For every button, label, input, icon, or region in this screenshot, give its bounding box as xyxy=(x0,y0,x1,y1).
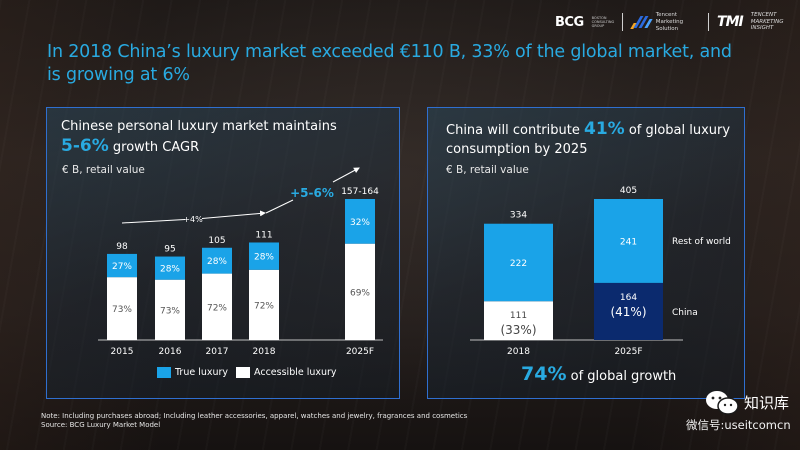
x-tick-label: 2018 xyxy=(253,347,276,357)
share-highlight: 41% xyxy=(583,119,625,139)
watermark-id: 微信号:useitcomcn xyxy=(686,418,791,432)
right-heading-pre: China will contribute xyxy=(446,123,584,138)
footnote-note: Note: Including purchases abroad; Includ… xyxy=(41,412,468,420)
accessible-luxury-share-label: 72% xyxy=(254,301,274,311)
tmi-logo: TMI xyxy=(717,14,744,30)
cagr-highlight: 5-6% xyxy=(61,136,109,156)
china-share-label: (33%) xyxy=(500,323,536,337)
growth-value: 74% xyxy=(521,363,567,385)
tencent-line2: Marketing Solution xyxy=(655,18,684,32)
x-tick-label: 2018 xyxy=(507,347,530,357)
bar-total-label: 105 xyxy=(208,236,225,246)
china-share-label: (41%) xyxy=(610,305,646,319)
legend-label-accessible-luxury: Accessible luxury xyxy=(254,367,337,378)
logo-divider xyxy=(621,13,623,31)
true-luxury-share-label: 28% xyxy=(254,253,274,263)
bar-total-label: 405 xyxy=(620,186,637,196)
footnote-source: Source: BCG Luxury Market Model xyxy=(41,421,161,429)
accessible-luxury-share-label: 73% xyxy=(160,306,180,316)
bcg-logo: BCG xyxy=(555,14,584,30)
right-chart-panel xyxy=(427,107,745,399)
trend-label-4pct: +4% xyxy=(183,215,203,224)
trend-arrow-5-6pct xyxy=(332,167,360,183)
wechat-icon xyxy=(706,391,739,415)
bar-true-luxury xyxy=(107,253,137,278)
bar-accessible-luxury xyxy=(345,243,375,340)
watermark-title: 知识库 xyxy=(744,394,790,412)
rest-of-world-value-label: 222 xyxy=(510,259,527,269)
trend-label-5-6pct: +5-6% xyxy=(290,186,334,200)
bar-true-luxury xyxy=(249,242,279,270)
accessible-luxury-share-label: 72% xyxy=(207,303,227,313)
bcg-logo-subtitle: BOSTON CONSULTING GROUP xyxy=(591,16,615,28)
x-tick-label: 2016 xyxy=(159,347,182,357)
rest-of-world-value-label: 241 xyxy=(620,237,637,247)
tmi-logo-text: TENCENT MARKETING INSIGHT xyxy=(751,12,800,32)
trend-line-4pct-a xyxy=(121,219,186,224)
china-value-label: 111 xyxy=(510,311,527,321)
left-stacked-bar-chart: 27% 73% 98 2015 28% 73% 95 2016 28% 72% 105 2017 28%… xyxy=(98,167,383,357)
true-luxury-share-label: 27% xyxy=(112,262,132,272)
x-tick-label: 2015 xyxy=(111,347,134,357)
bar-total-label: 98 xyxy=(116,242,128,252)
series-label-china: China xyxy=(672,308,698,318)
right-heading-line2: consumption by 2025 xyxy=(446,142,588,157)
accessible-luxury-share-label: 69% xyxy=(350,288,370,298)
growth-text: of global growth xyxy=(566,369,677,384)
tencent-line1: Tencent xyxy=(655,11,678,18)
true-luxury-share-label: 28% xyxy=(160,265,180,275)
trend-arrow-4pct xyxy=(201,210,266,219)
bar-rest-of-world xyxy=(594,199,663,283)
right-unit-label: € B, retail value xyxy=(446,164,529,176)
trend-line-5-6pct-a xyxy=(265,199,294,214)
x-tick-label: 2017 xyxy=(206,347,229,357)
right-stacked-bar-chart: 222 111 (33%) 334 2018 241 164 (41%) 405 2025F Res… xyxy=(470,186,731,357)
bar-total-label: 95 xyxy=(164,245,175,255)
accessible-luxury-share-label: 73% xyxy=(112,305,132,315)
bar-total-label: 157-164 xyxy=(341,187,379,197)
right-panel-heading: China will contribute 41% of global luxu… xyxy=(446,120,730,159)
series-label-rest-of-world: Rest of world xyxy=(672,237,731,247)
legend-swatch-accessible-luxury xyxy=(236,367,251,378)
slide-title: In 2018 China’s luxury market exceeded €… xyxy=(47,42,732,85)
x-tick-label: 2025F xyxy=(346,347,374,357)
logo-divider xyxy=(708,13,710,31)
footnote: Note: Including purchases abroad; Includ… xyxy=(41,412,467,430)
true-luxury-share-label: 32% xyxy=(350,218,370,228)
partner-logos: BCG BOSTON CONSULTING GROUP Tencent Mark… xyxy=(555,11,800,33)
left-unit-label: € B, retail value xyxy=(62,164,145,176)
bar-true-luxury xyxy=(155,256,185,280)
bar-rest-of-world xyxy=(484,223,553,302)
bar-total-label: 334 xyxy=(510,211,527,221)
left-panel-heading: Chinese personal luxury market maintains… xyxy=(61,117,337,157)
bar-accessible-luxury xyxy=(202,273,232,340)
left-chart-legend: True luxury Accessible luxury xyxy=(157,367,337,378)
bar-accessible-luxury xyxy=(107,277,137,340)
bar-true-luxury xyxy=(345,199,375,244)
bar-accessible-luxury xyxy=(155,279,185,340)
global-growth-callout: 74% of global growth xyxy=(521,363,676,385)
tmi-line2: MARKETING INSIGHT xyxy=(750,18,784,32)
tencent-marketing-logo-text: Tencent Marketing Solution xyxy=(656,12,700,33)
tmi-line1: TENCENT xyxy=(750,12,777,19)
bar-total-label: 111 xyxy=(255,230,272,240)
legend-label-true-luxury: True luxury xyxy=(175,367,229,378)
china-value-label: 164 xyxy=(620,293,637,303)
left-heading-line1: Chinese personal luxury market maintains xyxy=(61,119,337,134)
bar-true-luxury xyxy=(202,247,232,274)
bar-accessible-luxury xyxy=(249,269,279,340)
bar-china xyxy=(484,301,553,340)
left-heading-rest: growth CAGR xyxy=(108,140,200,155)
x-tick-label: 2025F xyxy=(614,347,642,357)
true-luxury-share-label: 28% xyxy=(207,257,227,267)
right-heading-post: of global luxury xyxy=(624,123,731,138)
bar-china xyxy=(594,282,663,340)
legend-swatch-true-luxury xyxy=(157,367,171,378)
